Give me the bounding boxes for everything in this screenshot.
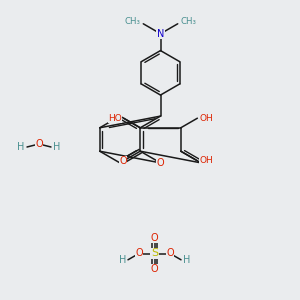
Text: N: N: [157, 29, 164, 39]
Text: H: H: [17, 142, 25, 152]
Text: CH₃: CH₃: [180, 17, 196, 26]
Text: O: O: [157, 158, 164, 168]
Text: O: O: [166, 248, 174, 259]
Text: H: H: [53, 142, 61, 152]
Text: O: O: [35, 139, 43, 149]
Text: OH: OH: [199, 156, 213, 165]
Text: OH: OH: [199, 114, 213, 123]
Text: CH₃: CH₃: [125, 17, 141, 26]
Text: S: S: [151, 248, 158, 259]
Text: O: O: [135, 248, 143, 259]
Text: H: H: [183, 255, 190, 265]
Text: O: O: [151, 264, 158, 274]
Text: H: H: [119, 255, 126, 265]
Text: O: O: [151, 233, 158, 243]
Text: HO: HO: [108, 114, 122, 123]
Text: O: O: [119, 156, 127, 166]
